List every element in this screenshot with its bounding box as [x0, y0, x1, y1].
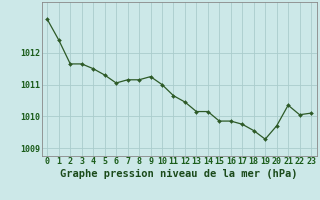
X-axis label: Graphe pression niveau de la mer (hPa): Graphe pression niveau de la mer (hPa): [60, 169, 298, 179]
